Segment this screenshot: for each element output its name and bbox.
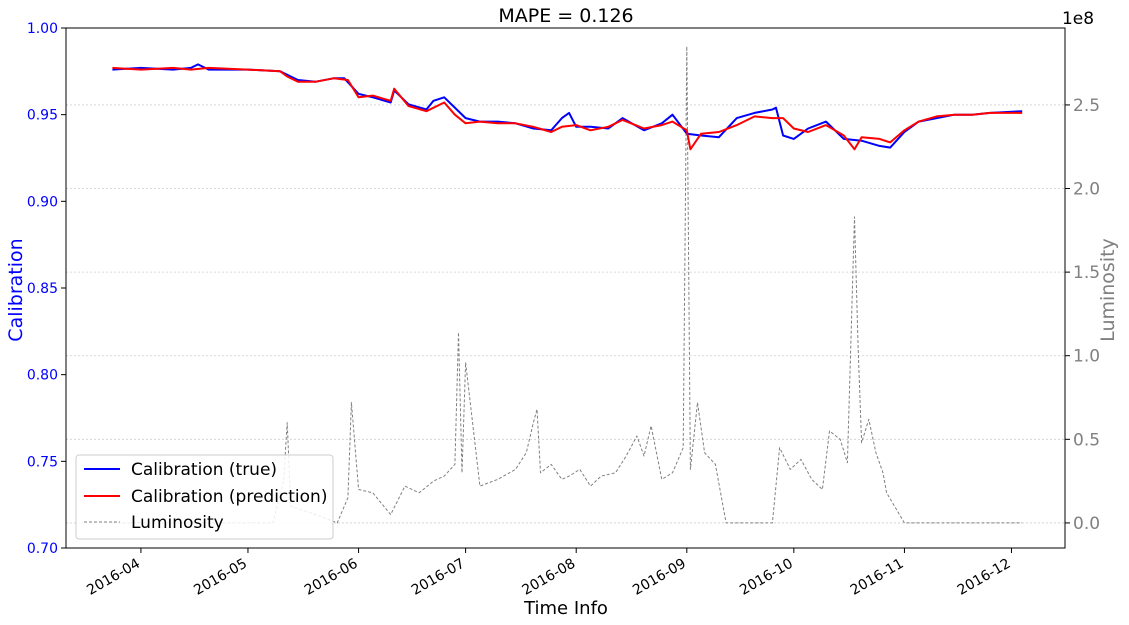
right-tick-label: 1.0	[1073, 347, 1100, 367]
legend-label-prediction: Calibration (prediction)	[131, 487, 327, 507]
series-line-prediction	[112, 66, 1023, 151]
left-tick-label: 0.80	[27, 368, 58, 384]
left-tick-label: 0.70	[27, 541, 58, 557]
x-axis-label: Time Info	[523, 598, 608, 619]
legend-label-luminosity: Luminosity	[131, 513, 224, 533]
left-tick-label: 0.95	[27, 108, 58, 124]
luminosity-layer	[112, 45, 1023, 524]
chart-title: MAPE = 0.126	[498, 5, 633, 27]
left-tick-label: 0.75	[27, 454, 58, 470]
left-axis-label: Calibration	[5, 238, 27, 341]
right-axis-ticks: 0.0 0.5 1.0 1.5 2.0 2.5	[1065, 96, 1100, 534]
right-tick-label: 2.0	[1073, 180, 1100, 200]
legend: Calibration (true) Calibration (predicti…	[75, 454, 334, 540]
right-axis-label: Luminosity	[1097, 238, 1119, 342]
calibration-layer	[112, 63, 1023, 151]
right-tick-label: 0.0	[1073, 514, 1100, 534]
grid-lines	[66, 104, 1065, 524]
right-tick-label: 0.5	[1073, 430, 1100, 450]
left-tick-label: 0.90	[27, 194, 58, 210]
left-axis-ticks: 0.70 0.75 0.80 0.85 0.90 0.95 1.00	[27, 21, 66, 557]
right-tick-label: 2.5	[1073, 96, 1100, 116]
legend-label-true: Calibration (true)	[131, 460, 277, 480]
left-tick-label: 1.00	[27, 21, 58, 37]
left-tick-label: 0.85	[27, 281, 58, 297]
legend-box	[75, 454, 334, 540]
series-line-luminosity	[112, 45, 1023, 524]
right-tick-label: 1.5	[1073, 263, 1100, 283]
right-axis-multiplier: 1e8	[1062, 9, 1094, 29]
